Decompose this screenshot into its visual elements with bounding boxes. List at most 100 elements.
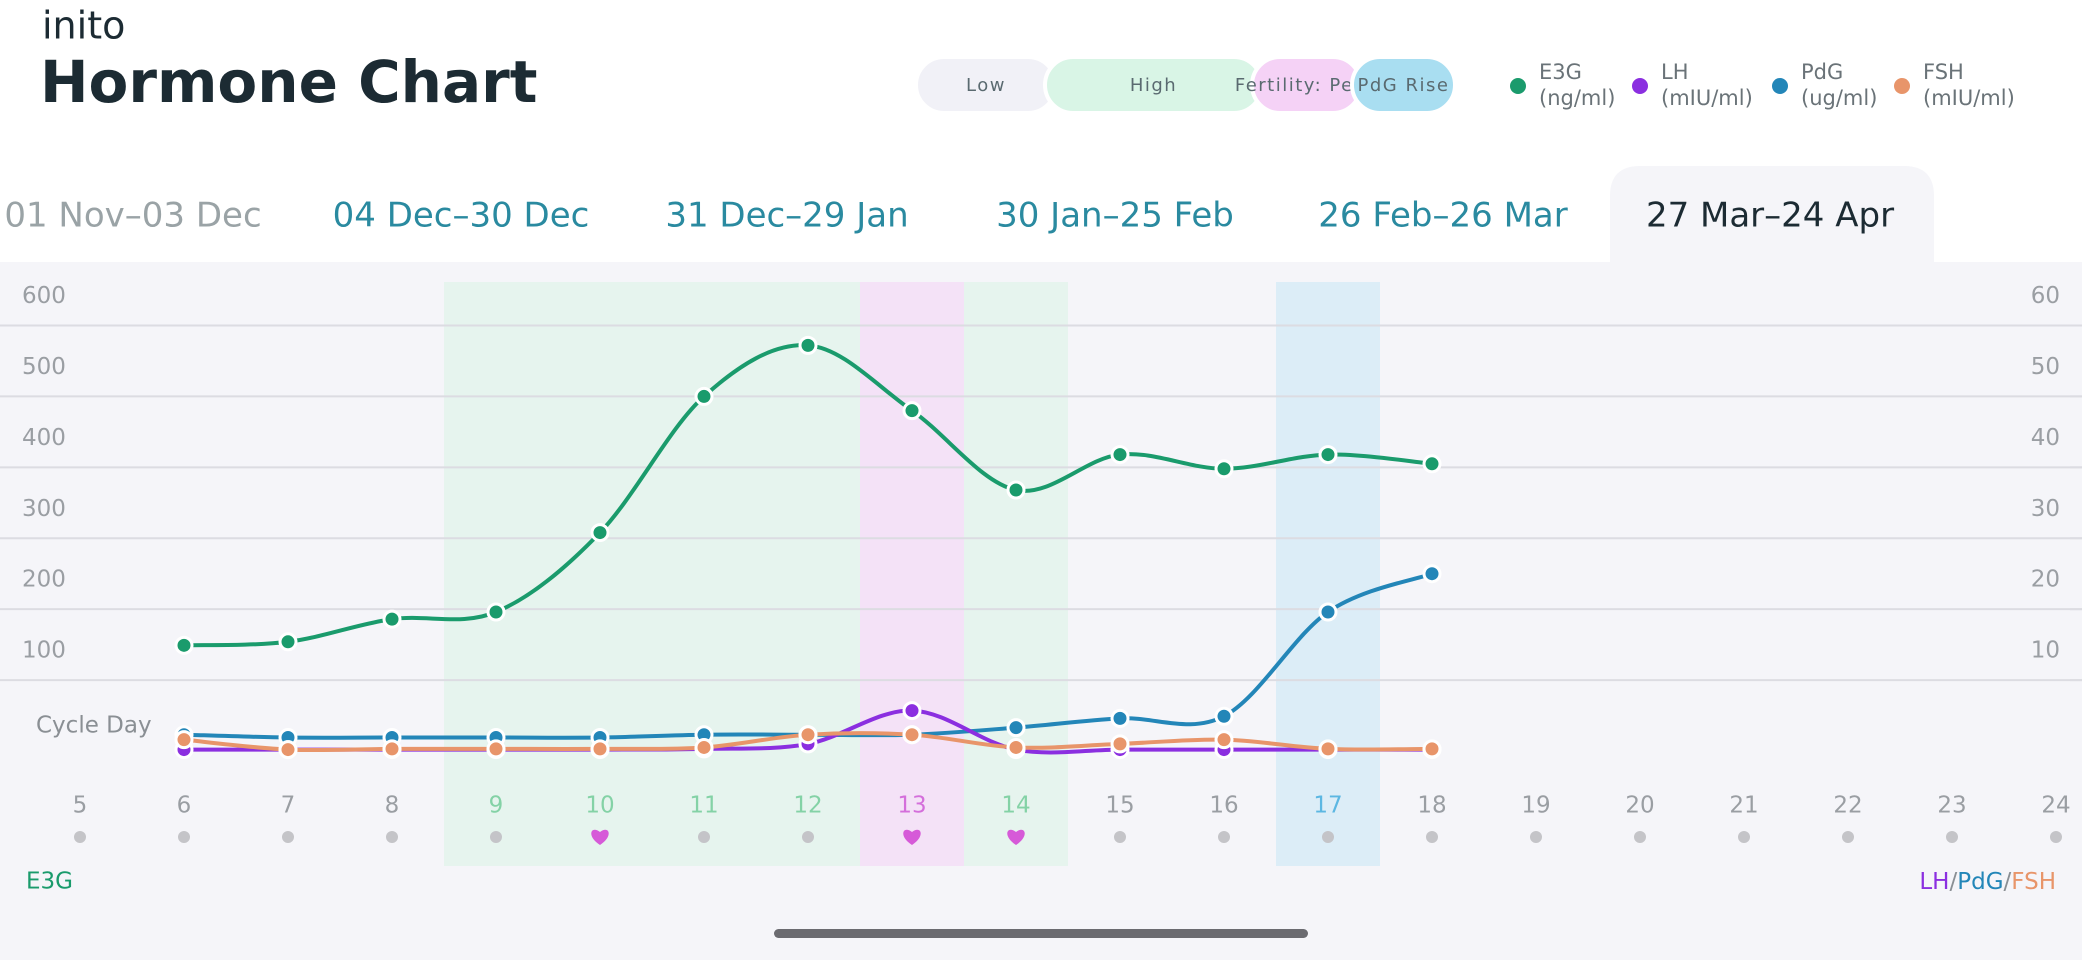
legend-name: LH <box>1661 60 1689 84</box>
x-tick-label: 14 <box>1001 793 1030 819</box>
day-dot <box>1530 831 1542 843</box>
x-tick-label: 15 <box>1105 793 1134 819</box>
tab-label[interactable]: 04 Dec–30 Dec <box>333 196 590 236</box>
x-tick-label: 18 <box>1417 793 1446 819</box>
y-tick-label: 600 <box>22 283 66 309</box>
fertility-band <box>964 282 1068 866</box>
y2-tick-label: 10 <box>2031 638 2060 664</box>
day-dot <box>1218 831 1230 843</box>
data-point <box>382 739 402 759</box>
home-indicator <box>774 929 1308 938</box>
legend-pill[interactable] <box>1350 55 1457 115</box>
y2-tick-label: 30 <box>2031 496 2060 522</box>
data-point <box>1110 734 1130 754</box>
x-tick-label: 6 <box>177 793 192 819</box>
day-dot <box>1738 831 1750 843</box>
y2-tick-label: 40 <box>2031 425 2060 451</box>
data-point <box>1214 459 1234 479</box>
legend-unit: (mIU/ml) <box>1923 86 2015 110</box>
x-tick-label: 8 <box>385 793 400 819</box>
tab-label[interactable]: 01 Nov–03 Dec <box>4 196 261 236</box>
x-tick-label: 9 <box>489 793 504 819</box>
fertility-band <box>652 282 756 866</box>
tab-label[interactable]: 30 Jan–25 Feb <box>996 196 1234 236</box>
day-dot <box>1114 831 1126 843</box>
day-dot <box>1946 831 1958 843</box>
tab-label[interactable]: 26 Feb–26 Mar <box>1318 196 1568 236</box>
data-point <box>694 737 714 757</box>
y-tick-label: 200 <box>22 567 66 593</box>
data-point <box>486 739 506 759</box>
day-dot <box>490 831 502 843</box>
data-point <box>1006 718 1026 738</box>
legend-unit: (ug/ml) <box>1801 86 1877 110</box>
data-point <box>1110 708 1130 728</box>
legend-unit: (mIU/ml) <box>1661 86 1753 110</box>
x-axis-label: Cycle Day <box>36 713 152 739</box>
x-tick-label: 11 <box>689 793 718 819</box>
y-tick-label: 100 <box>22 638 66 664</box>
data-point <box>590 523 610 543</box>
data-point <box>694 386 714 406</box>
legend-dot <box>1772 78 1788 94</box>
day-dot <box>178 831 190 843</box>
day-dot <box>1322 831 1334 843</box>
data-point <box>590 739 610 759</box>
y-tick-label: 300 <box>22 496 66 522</box>
day-dot <box>74 831 86 843</box>
y2-tick-label: 50 <box>2031 354 2060 380</box>
data-point <box>1214 730 1234 750</box>
fertility-band <box>860 282 964 866</box>
legend-name: PdG <box>1801 60 1843 84</box>
data-point <box>1318 739 1338 759</box>
data-point <box>798 725 818 745</box>
legend-dot <box>1510 78 1526 94</box>
data-point <box>1318 445 1338 465</box>
brand: inito <box>42 4 125 48</box>
x-tick-label: 21 <box>1729 793 1758 819</box>
fertility-band <box>444 282 548 866</box>
fertility-band <box>756 282 860 866</box>
y2-tick-label: 60 <box>2031 283 2060 309</box>
x-tick-label: 20 <box>1625 793 1654 819</box>
data-point <box>902 701 922 721</box>
data-point <box>174 730 194 750</box>
legend-pill-label: Low <box>966 75 1006 96</box>
y-tick-label: 400 <box>22 425 66 451</box>
data-point <box>1214 706 1234 726</box>
legend-name: E3G <box>1539 60 1582 84</box>
x-tick-label: 13 <box>897 793 926 819</box>
page-title: Hormone Chart <box>40 48 537 116</box>
day-dot <box>1426 831 1438 843</box>
legend-dot <box>1894 78 1910 94</box>
x-tick-label: 17 <box>1313 793 1342 819</box>
data-point <box>1422 564 1442 584</box>
data-point <box>902 401 922 421</box>
tab-label[interactable]: 31 Dec–29 Jan <box>665 196 908 236</box>
data-point <box>382 609 402 629</box>
heart-icon <box>1007 829 1025 845</box>
x-tick-label: 7 <box>281 793 296 819</box>
day-dot <box>698 831 710 843</box>
data-point <box>902 725 922 745</box>
x-tick-label: 22 <box>1833 793 1862 819</box>
fertility-band <box>1276 282 1380 866</box>
day-dot <box>386 831 398 843</box>
y-tick-label: 500 <box>22 354 66 380</box>
data-point <box>278 740 298 760</box>
x-tick-label: 5 <box>73 793 88 819</box>
data-point <box>798 335 818 355</box>
legend-name: FSH <box>1923 60 1964 84</box>
tab-label[interactable]: 27 Mar–24 Apr <box>1646 196 1894 236</box>
data-point <box>486 602 506 622</box>
data-point <box>1422 454 1442 474</box>
legend-unit: (ng/ml) <box>1539 86 1615 110</box>
day-dot <box>282 831 294 843</box>
x-tick-label: 19 <box>1521 793 1550 819</box>
day-dot <box>2050 831 2062 843</box>
heart-icon <box>591 829 609 845</box>
data-point <box>278 632 298 652</box>
x-tick-label: 12 <box>793 793 822 819</box>
data-point <box>1110 445 1130 465</box>
